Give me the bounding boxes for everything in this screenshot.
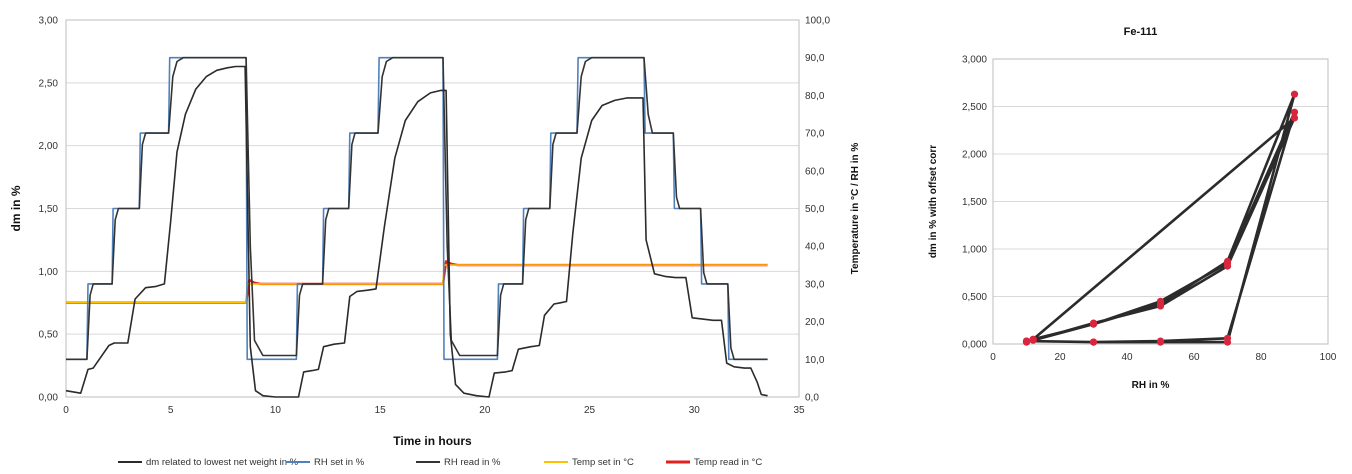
hysteresis-chart-x-tick-label: 80	[1255, 352, 1267, 363]
legend-entry: RH set in %	[314, 457, 365, 468]
time-chart-x-tick-label: 30	[689, 405, 701, 416]
hysteresis-chart-y-axis-label: dm in % with offset corr	[928, 145, 939, 258]
time-chart-y2-tick-label: 90,0	[805, 53, 825, 64]
hysteresis-chart-data-point	[1290, 108, 1299, 116]
time-chart-x-tick-label: 0	[63, 405, 69, 416]
time-chart-y2-tick-label: 70,0	[805, 129, 825, 140]
time-chart-y2-tick-label: 50,0	[805, 204, 825, 215]
time-chart-series-line-3	[66, 264, 768, 304]
time-chart-y2-tick-label: 60,0	[805, 166, 825, 177]
hysteresis-chart-x-tick-label: 0	[990, 352, 996, 363]
time-chart-legend: dm related to lowest net weight in % RH s…	[118, 457, 762, 468]
legend-entry: dm related to lowest net weight in %	[146, 457, 299, 468]
hysteresis-chart-data-point	[1290, 114, 1299, 122]
hysteresis-chart-data-point	[1290, 90, 1299, 98]
hysteresis-chart-y-tick-label: 0,500	[962, 292, 987, 303]
legend-entry: Temp set in °C	[572, 457, 634, 468]
time-chart-y-tick-label: 1,50	[39, 204, 59, 215]
time-chart-y-axis-label: dm in %	[9, 185, 23, 231]
time-chart-y-tick-label: 1,00	[39, 267, 59, 278]
time-chart-y2-tick-label: 20,0	[805, 317, 825, 328]
time-chart-x-tick-label: 15	[375, 405, 387, 416]
hysteresis-chart-data-point	[1156, 302, 1165, 310]
hysteresis-chart-y-tick-label: 0,000	[962, 340, 987, 351]
time-chart-series-line-2	[66, 56, 768, 361]
hysteresis-chart-data-point	[1029, 335, 1037, 343]
hysteresis-chart-series-line	[1025, 92, 1296, 344]
time-chart-x-tick-label: 20	[479, 405, 491, 416]
hysteresis-chart-y-tick-label: 2,000	[962, 150, 987, 161]
hysteresis-chart-y-tick-label: 2,500	[962, 102, 987, 113]
time-chart-y-tick-label: 3,00	[39, 16, 59, 27]
time-chart-series-line-0	[65, 65, 768, 398]
time-chart-x-tick-label: 35	[793, 405, 805, 416]
time-chart-y2-tick-label: 100,0	[805, 16, 830, 27]
time-chart-plot-area	[65, 19, 800, 398]
hysteresis-chart-data-point	[1156, 337, 1165, 345]
time-chart-y-tick-label: 0,50	[39, 330, 59, 341]
time-chart-x-tick-label: 25	[584, 405, 596, 416]
legend-entry: Temp read in °C	[694, 457, 762, 468]
time-chart-y2-axis-label: Temperature in °C / RH in %	[850, 143, 861, 275]
legend-entry: RH read in %	[444, 457, 501, 468]
hysteresis-chart-data-point	[1089, 319, 1098, 327]
hysteresis-chart-y-tick-label: 1,000	[962, 245, 987, 256]
time-chart-y2-tick-label: 30,0	[805, 279, 825, 290]
time-chart: 0 5 10 15 20 25 30 35 0,00 0,50 1,00 1,50 2,00 2,50 3…	[9, 16, 861, 469]
time-chart-x-axis-label: Time in hours	[393, 434, 472, 448]
time-chart-y2-tick-label: 80,0	[805, 91, 825, 102]
time-chart-x-tick-label: 5	[168, 405, 174, 416]
hysteresis-chart-x-axis-label: RH in %	[1132, 380, 1170, 391]
time-chart-y2-tick-label: 10,0	[805, 355, 825, 366]
hysteresis-chart-data-point	[1223, 262, 1232, 270]
time-chart-y-tick-label: 2,00	[39, 141, 59, 152]
hysteresis-chart-data-point	[1022, 337, 1031, 345]
hysteresis-chart-x-tick-label: 100	[1320, 352, 1337, 363]
hysteresis-chart-y-tick-label: 1,500	[962, 197, 987, 208]
hysteresis-chart-title: Fe-111	[1124, 26, 1158, 38]
time-chart-y2-tick-label: 40,0	[805, 242, 825, 253]
time-chart-x-tick-label: 10	[270, 405, 282, 416]
hysteresis-chart-y-tick-label: 3,000	[962, 55, 987, 66]
time-chart-y2-tick-label: 0,0	[805, 393, 819, 404]
hysteresis-chart-data-point	[1223, 334, 1232, 342]
hysteresis-chart-data-point	[1089, 338, 1098, 346]
time-chart-series-line-4	[66, 260, 768, 304]
hysteresis-chart-x-tick-label: 60	[1188, 352, 1200, 363]
hysteresis-chart: 0 20 40 60 80 100 0,000 0,500 1,000 1,500 2,000 2,…	[928, 26, 1337, 391]
time-chart-y-tick-label: 0,00	[39, 393, 59, 404]
hysteresis-chart-x-tick-label: 20	[1054, 352, 1066, 363]
time-chart-y-tick-label: 2,50	[39, 78, 59, 89]
hysteresis-chart-x-tick-label: 40	[1121, 352, 1133, 363]
